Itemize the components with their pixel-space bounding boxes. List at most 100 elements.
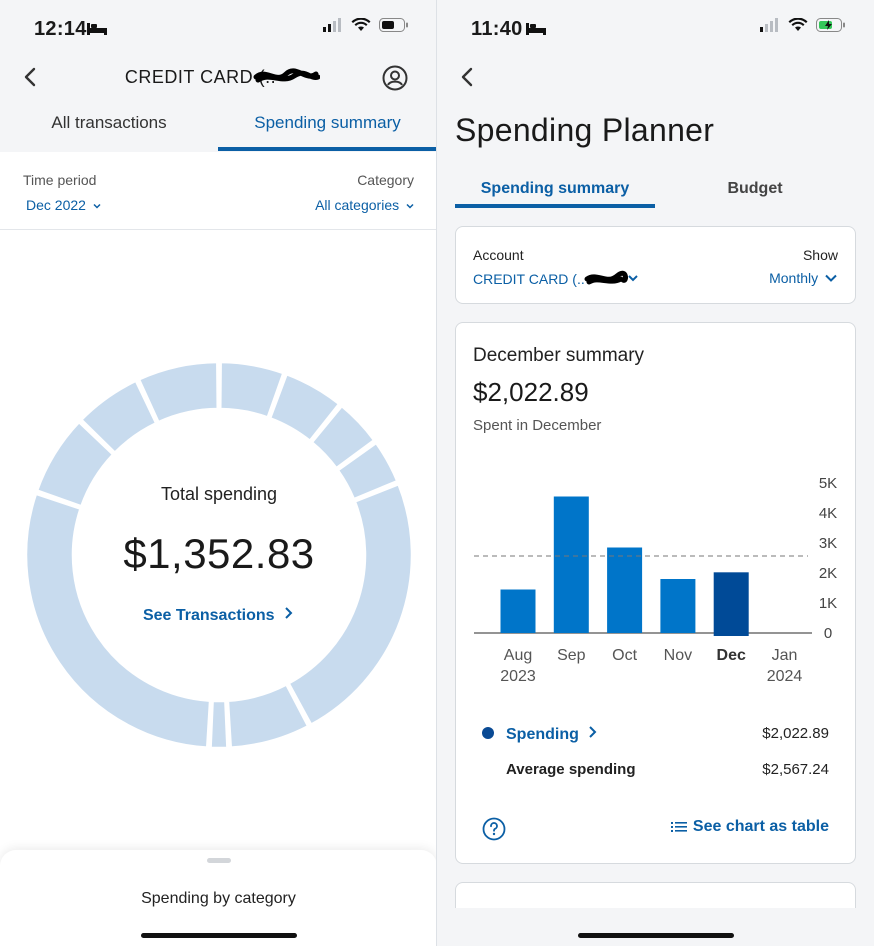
category-dropdown[interactable]: All categories — [315, 197, 415, 213]
spending-donut-chart[interactable] — [18, 354, 420, 756]
donut-segment[interactable] — [226, 682, 310, 749]
chevron-right-icon — [285, 607, 293, 619]
spending-by-category-sheet[interactable]: Spending by category — [0, 850, 437, 946]
page-title: CREDIT CARD (.. — [0, 67, 437, 88]
status-time: 11:40 — [471, 18, 523, 40]
see-chart-as-table-label: See chart as table — [692, 818, 829, 835]
donut-segment[interactable] — [24, 492, 212, 749]
bar-oct-2023[interactable] — [607, 547, 643, 634]
sheet-grabber[interactable] — [207, 858, 231, 863]
battery-icon — [379, 18, 408, 32]
status-bar: 11:40 — [437, 0, 874, 56]
x-tick-month-label: Dec — [717, 647, 746, 664]
total-spending-label: Total spending — [160, 484, 278, 504]
donut-segment[interactable] — [310, 404, 376, 470]
active-tab-indicator — [218, 147, 437, 151]
help-icon[interactable] — [482, 817, 506, 841]
total-spending-amount: $1,352.83 — [123, 530, 315, 577]
account-dropdown[interactable]: CREDIT CARD (.. — [473, 270, 643, 288]
donut-segment[interactable] — [209, 699, 229, 750]
account-label: Account — [473, 247, 524, 263]
wifi-icon — [788, 18, 808, 31]
spending-legend-link[interactable]: Spending — [506, 725, 599, 744]
cellular-signal-icon — [323, 18, 341, 32]
redaction-scribble — [253, 68, 320, 83]
time-period-label: Time period — [23, 172, 97, 188]
time-period-value: Dec 2022 — [26, 197, 86, 213]
redaction-scribble — [584, 270, 638, 285]
summary-title: December summary — [473, 345, 645, 366]
sheet-title: Spending by category — [141, 890, 296, 907]
home-indicator[interactable] — [578, 933, 734, 938]
home-indicator[interactable] — [141, 933, 297, 938]
left-screen: 12:14 CREDIT CARD (.. All transactions S… — [0, 0, 437, 946]
bar-aug-2023[interactable] — [500, 589, 536, 634]
back-chevron-icon[interactable] — [20, 66, 40, 88]
chevron-right-icon — [589, 726, 597, 738]
chevron-down-icon — [406, 203, 414, 209]
status-icons — [760, 18, 846, 32]
page-title: Spending Planner — [455, 112, 715, 148]
show-dropdown[interactable]: Monthly — [769, 270, 838, 286]
donut-segment[interactable] — [219, 360, 286, 419]
chevron-down-icon — [825, 274, 837, 282]
bar-dec-2023[interactable] — [713, 572, 749, 636]
donut-segment[interactable] — [35, 420, 115, 508]
x-tick-year-label: 2023 — [500, 668, 536, 685]
cellular-signal-icon — [760, 18, 778, 32]
see-transactions-label: See Transactions — [142, 607, 275, 624]
list-icon — [670, 822, 687, 832]
december-summary-card: December summary $2,022.89 Spent in Dece… — [455, 322, 856, 864]
time-period-dropdown[interactable]: Dec 2022 — [26, 197, 102, 213]
category-label: Category — [357, 172, 414, 188]
sleep-bed-icon — [87, 23, 107, 35]
monthly-spending-bar-chart[interactable]: 0 1K 2K 3K 4K 5K Aug 2023 Sep Oct Nov Dec Jan 2024 — [456, 463, 857, 703]
average-spending-value: $2,567.24 — [762, 761, 829, 778]
see-transactions-link[interactable]: See Transactions — [18, 606, 420, 625]
x-tick-month-label: Jan — [772, 647, 798, 664]
status-bar: 12:14 — [0, 0, 437, 56]
y-tick-label: 3K — [819, 535, 837, 552]
donut-segment[interactable] — [79, 379, 158, 455]
right-screen: 11:40 Spending Planner Spending summary … — [437, 0, 874, 946]
show-value: Monthly — [769, 270, 819, 286]
show-label: Show — [802, 247, 838, 263]
status-time: 12:14 — [34, 18, 87, 40]
spending-legend-dot — [482, 727, 494, 739]
account-card: Account CREDIT CARD (.. Show Monthly — [455, 226, 856, 304]
bar-sep-2023[interactable] — [553, 496, 589, 634]
donut-segment[interactable] — [268, 372, 341, 443]
header-background — [0, 0, 437, 152]
x-tick-month-label: Aug — [504, 647, 532, 664]
donut-segment[interactable] — [336, 441, 399, 501]
bar-nov-2023[interactable] — [660, 579, 696, 633]
category-value: All categories — [315, 197, 400, 213]
donut-segment[interactable] — [286, 482, 414, 727]
filter-divider — [0, 229, 437, 230]
spending-legend-label: Spending — [506, 726, 579, 743]
status-icons — [323, 18, 409, 32]
tab-spending-summary[interactable]: Spending summary — [480, 180, 630, 197]
x-tick-month-label: Sep — [557, 647, 586, 664]
battery-charging-icon — [816, 18, 845, 32]
donut-segment[interactable] — [137, 360, 219, 424]
y-tick-label: 1K — [819, 595, 837, 612]
average-spending-label: Average spending — [506, 761, 636, 778]
y-tick-label: 4K — [819, 505, 837, 522]
x-tick-month-label: Nov — [664, 647, 692, 664]
summary-subtitle: Spent in December — [473, 417, 602, 434]
tab-all-transactions[interactable]: All transactions — [51, 113, 167, 132]
wifi-icon — [351, 18, 371, 31]
account-title: CREDIT CARD (.. — [124, 67, 277, 87]
see-chart-as-table-link[interactable]: See chart as table — [670, 818, 829, 836]
tab-spending-summary[interactable]: Spending summary — [254, 113, 401, 132]
tab-budget[interactable]: Budget — [727, 180, 783, 197]
y-tick-label: 2K — [819, 565, 837, 582]
bottom-area — [437, 908, 874, 946]
spending-value: $2,022.89 — [762, 725, 829, 742]
profile-icon[interactable] — [381, 64, 409, 92]
y-tick-label: 0 — [824, 625, 832, 642]
back-chevron-icon[interactable] — [457, 66, 477, 88]
y-tick-label: 5K — [819, 475, 837, 492]
summary-amount: $2,022.89 — [473, 377, 589, 407]
